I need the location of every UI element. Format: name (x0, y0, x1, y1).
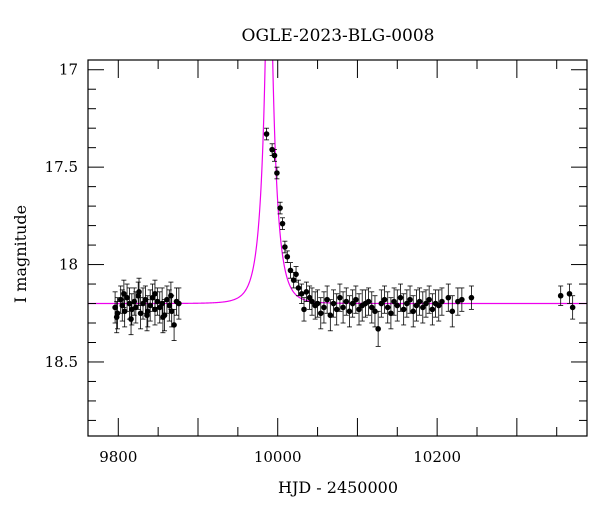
data-point (152, 306, 158, 313)
y-tick-label: 17 (59, 61, 78, 79)
data-point (295, 285, 302, 291)
chart-title: OGLE-2023-BLG-0008 (242, 26, 435, 46)
data-point (356, 306, 362, 313)
data-point (137, 310, 144, 317)
data-point (290, 277, 297, 283)
data-point (314, 300, 321, 307)
data-point (353, 296, 359, 303)
data-point (282, 244, 288, 250)
data-point (449, 308, 456, 315)
data-point (404, 300, 410, 307)
y-axis-label: I magnitude (11, 205, 30, 303)
data-point (121, 290, 127, 297)
y-tick-label: 18 (59, 256, 78, 274)
data-point (340, 304, 346, 311)
data-point (324, 296, 330, 303)
data-point (263, 131, 270, 137)
data-point (416, 298, 423, 305)
data-point (321, 304, 327, 311)
x-tick-label: 9800 (99, 448, 137, 466)
data-point (368, 304, 375, 311)
data-point (293, 271, 299, 278)
data-point (152, 290, 158, 297)
data-point (309, 298, 315, 305)
data-point (394, 302, 401, 309)
x-axis-label: HJD - 2450000 (278, 478, 398, 497)
y-tick-label: 18.5 (45, 353, 78, 371)
data-point (346, 308, 353, 315)
data-point (388, 310, 394, 317)
data-point (330, 300, 337, 307)
data-point (327, 312, 334, 319)
data-point (176, 300, 182, 307)
plot-frame (87, 59, 588, 437)
data-point (271, 152, 278, 159)
data-point (133, 304, 139, 311)
data-point (413, 302, 420, 309)
data-point (337, 294, 343, 301)
data-point (569, 304, 576, 311)
data-point (154, 298, 161, 305)
data-point (391, 298, 397, 305)
data-point (317, 310, 324, 317)
data-point (429, 306, 436, 313)
data-point (372, 308, 378, 315)
data-point (284, 253, 291, 260)
data-point (333, 306, 340, 313)
frame-layer (87, 59, 588, 437)
data-point (298, 290, 305, 297)
y-tick-label: 17.5 (45, 158, 78, 176)
data-point (287, 267, 294, 274)
data-point (144, 312, 150, 319)
data-point (277, 205, 283, 211)
data-point (397, 294, 404, 301)
data-point (301, 306, 307, 313)
data-point (164, 296, 170, 303)
data-point (343, 298, 350, 305)
data-point (160, 314, 166, 320)
data-point (381, 296, 388, 303)
data-point (419, 304, 426, 311)
data-point (384, 304, 391, 311)
data-point (128, 316, 134, 322)
points-layer (112, 127, 576, 347)
data-point (168, 308, 175, 315)
data-point (566, 290, 573, 297)
data-point (279, 220, 286, 227)
data-point (136, 289, 142, 295)
data-point (439, 298, 445, 305)
data-point (426, 296, 432, 303)
data-point (468, 294, 475, 301)
data-point (410, 308, 417, 315)
data-point (407, 296, 413, 303)
data-point (375, 326, 381, 332)
x-tick-label: 10000 (254, 448, 302, 466)
data-point (113, 314, 120, 320)
data-point (159, 300, 165, 307)
data-point (423, 300, 429, 307)
data-point (445, 294, 452, 301)
data-point (459, 296, 465, 303)
data-point (171, 322, 177, 328)
data-point (274, 170, 280, 176)
data-point (557, 292, 564, 299)
data-point (365, 298, 372, 305)
data-point (378, 300, 385, 307)
data-point (349, 300, 356, 307)
data-point (303, 289, 310, 295)
data-point (400, 306, 407, 313)
data-point (147, 302, 153, 309)
x-tick-label: 10200 (413, 448, 461, 466)
data-point (168, 292, 174, 299)
data-point (124, 294, 130, 301)
data-point (435, 302, 442, 309)
ticks-layer: 9800 10000 10200 17 17.5 18 18.5 (45, 60, 587, 466)
